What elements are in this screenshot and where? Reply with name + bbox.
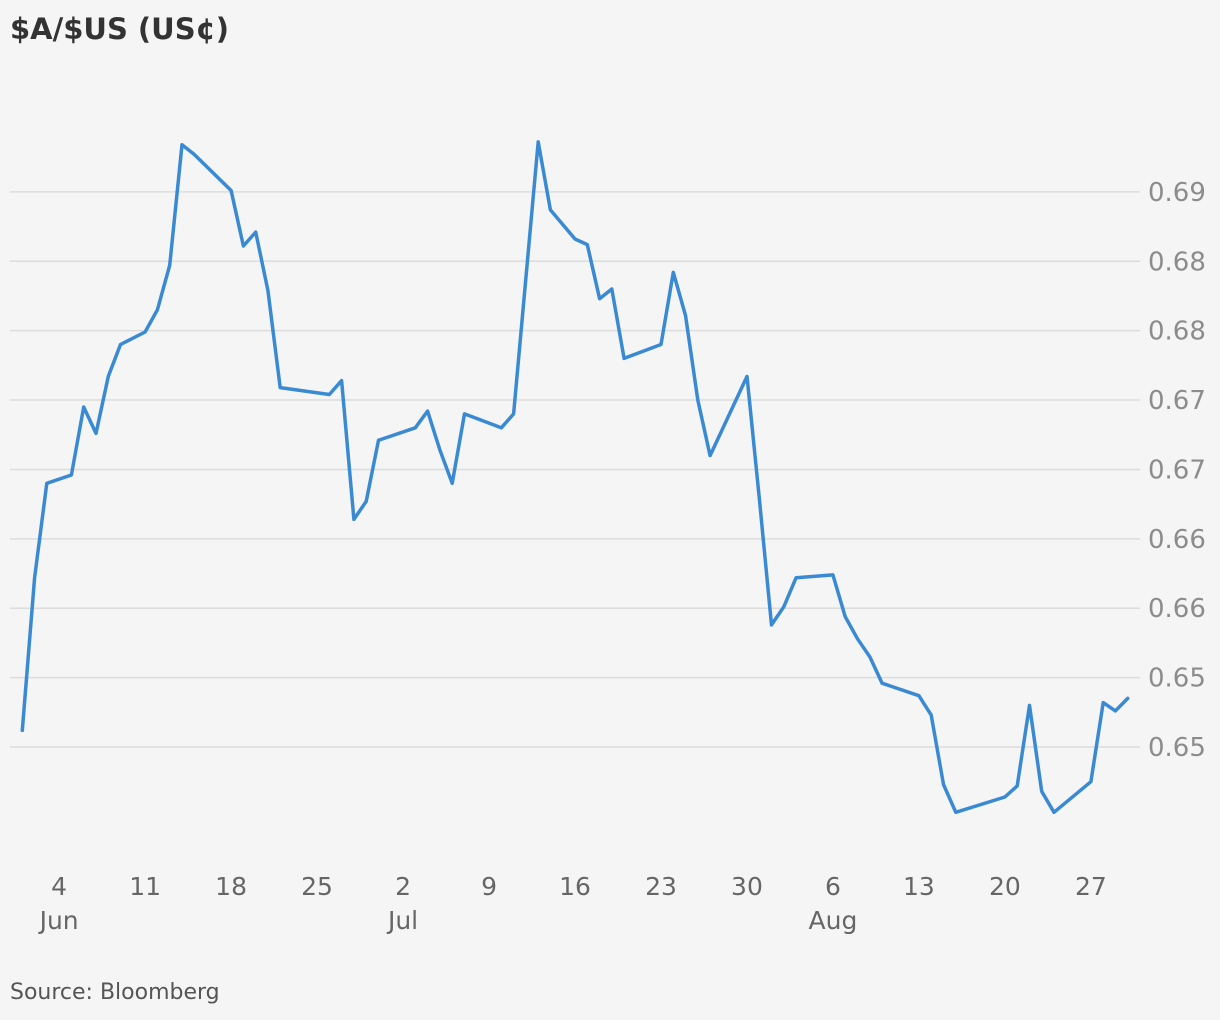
chart-title: $A/$US (US¢) bbox=[10, 12, 230, 46]
x-tick-label: 16 bbox=[559, 872, 591, 901]
x-tick-label: 23 bbox=[645, 872, 677, 901]
y-tick-label: 0.66 bbox=[1148, 594, 1206, 624]
y-tick-label: 0.65 bbox=[1148, 733, 1206, 763]
x-tick-label: 27 bbox=[1075, 872, 1107, 901]
x-tick-label: 20 bbox=[989, 872, 1021, 901]
y-tick-label: 0.67 bbox=[1148, 386, 1206, 416]
x-month-label: Aug bbox=[809, 906, 858, 935]
y-tick-label: 0.68 bbox=[1148, 317, 1206, 347]
x-month-label: Jul bbox=[386, 906, 418, 935]
x-tick-label: 4 bbox=[51, 872, 67, 901]
y-tick-label: 0.67 bbox=[1148, 455, 1206, 485]
x-tick-label: 25 bbox=[301, 872, 333, 901]
y-axis: 0.65 0.65 0.66 0.66 0.67 0.67 0.68 0.68 0.69 bbox=[1148, 178, 1206, 763]
y-tick-label: 0.65 bbox=[1148, 664, 1206, 694]
x-tick-label: 13 bbox=[903, 872, 935, 901]
x-tick-label: 18 bbox=[215, 872, 247, 901]
x-axis: 4 Jun 11 18 25 2 Jul 9 16 23 30 6 Aug 13 20 27 bbox=[38, 872, 1107, 935]
y-tick-label: 0.66 bbox=[1148, 525, 1206, 555]
y-tick-label: 0.69 bbox=[1148, 178, 1206, 208]
source-note: Source: Bloomberg bbox=[10, 980, 220, 1005]
y-tick-label: 0.68 bbox=[1148, 247, 1206, 277]
x-tick-label: 9 bbox=[481, 872, 497, 901]
x-month-label: Jun bbox=[38, 906, 79, 935]
x-tick-label: 2 bbox=[395, 872, 411, 901]
series-line bbox=[20, 140, 1130, 815]
x-tick-label: 30 bbox=[731, 872, 763, 901]
x-tick-label: 6 bbox=[825, 872, 841, 901]
gridlines bbox=[10, 191, 1140, 748]
series-group bbox=[20, 140, 1130, 815]
x-tick-label: 11 bbox=[129, 872, 161, 901]
